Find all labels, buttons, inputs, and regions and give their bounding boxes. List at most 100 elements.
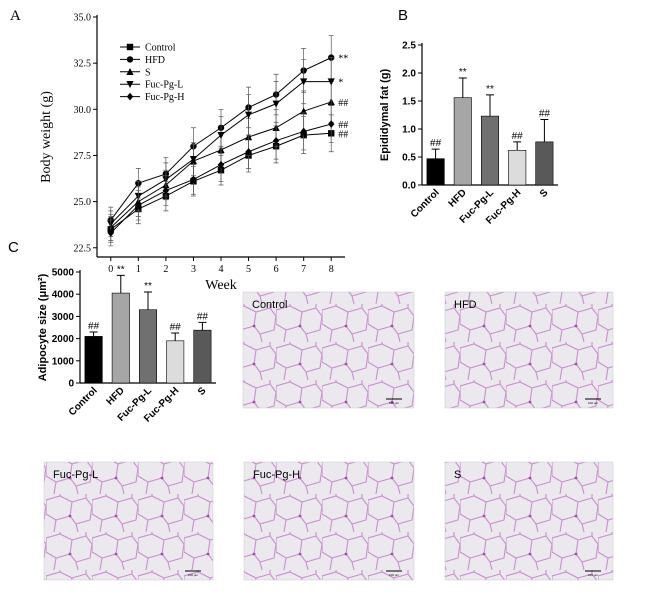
error-bar	[540, 118, 549, 142]
panel-letter: B	[398, 7, 408, 24]
bar	[480, 115, 500, 186]
bar	[508, 149, 527, 186]
y-tick-label: 1000	[52, 356, 75, 367]
marker	[300, 78, 308, 86]
x-tick-label: 4	[219, 264, 224, 275]
annotation: ##	[338, 129, 348, 140]
bar	[426, 158, 445, 186]
image-label: Fuc-Pg-H	[253, 469, 300, 481]
error-bar	[144, 291, 152, 310]
panel-letter: A	[10, 8, 21, 24]
x-tick-label: HFD	[105, 385, 127, 407]
bar	[193, 329, 212, 384]
error-bar	[458, 77, 467, 98]
annotation: **	[338, 54, 348, 65]
error-bar	[198, 321, 207, 331]
bar	[84, 336, 103, 384]
legend-label: S	[145, 67, 151, 78]
legend-marker	[126, 92, 134, 101]
y-tick-label: 30.0	[74, 105, 92, 116]
image-label: S	[454, 469, 461, 481]
error-bar	[431, 148, 440, 159]
legend-marker	[126, 68, 134, 75]
legend-marker	[126, 56, 134, 63]
x-tick-label: Control	[409, 187, 442, 220]
annotation: ##	[338, 98, 348, 109]
error-bar	[486, 94, 494, 117]
legend-label: HFD	[145, 55, 165, 66]
annotation: ##	[197, 311, 209, 322]
y-tick-label: 2.0	[402, 69, 416, 80]
annotation: ##	[170, 322, 182, 333]
error-bar	[89, 331, 98, 337]
annotation: ##	[88, 321, 100, 332]
y-tick-label: 3000	[52, 312, 75, 323]
marker	[244, 111, 253, 119]
y-axis-label: Adipocyte size (μm²)	[37, 273, 49, 381]
annotation: ##	[338, 120, 348, 131]
x-axis-label: Week	[205, 278, 237, 293]
legend-marker	[126, 43, 134, 51]
x-tick-label: 7	[301, 264, 306, 275]
marker	[107, 229, 114, 237]
scale-bar-label: 100 μm	[389, 401, 400, 405]
bar	[111, 292, 130, 384]
y-tick-label: 0.5	[402, 153, 416, 164]
y-tick-label: 35.0	[74, 13, 92, 24]
bar	[535, 141, 554, 186]
bar	[453, 97, 472, 186]
error-bar	[513, 141, 522, 151]
bar	[138, 309, 158, 384]
y-axis-label: Body weight (g)	[39, 91, 54, 183]
histology-image	[444, 461, 614, 581]
x-tick-label: 0	[108, 264, 113, 275]
y-tick-label: 32.5	[74, 59, 92, 70]
legend-label: Fuc-Pg-H	[145, 92, 184, 103]
annotation: **	[486, 84, 494, 95]
error-bar	[171, 332, 180, 341]
marker	[245, 147, 252, 156]
annotation: **	[144, 281, 152, 292]
marker	[272, 100, 280, 108]
image-label: Control	[252, 299, 287, 311]
error-bar	[116, 274, 125, 294]
marker	[300, 107, 308, 115]
marker	[190, 175, 197, 184]
legend-label: Control	[145, 43, 176, 54]
x-tick-label: 6	[274, 264, 279, 275]
y-tick-label: 25.0	[74, 197, 92, 208]
marker	[217, 160, 225, 169]
histology-image	[242, 291, 415, 409]
annotation: ##	[512, 131, 524, 142]
marker	[328, 120, 335, 128]
x-tick-label: S	[538, 187, 551, 200]
legend-label: Fuc-Pg-L	[145, 80, 183, 91]
y-tick-label: 0.0	[402, 181, 416, 192]
y-tick-label: 1.5	[402, 97, 416, 108]
y-tick-label: 2.5	[402, 41, 416, 52]
panel-letter: C	[8, 239, 19, 256]
scale-bar-label: 100 μm	[188, 573, 199, 577]
y-axis-label: Epididymal fat (g)	[379, 69, 391, 162]
histology-image	[444, 291, 614, 409]
x-tick-label: 2	[163, 264, 168, 275]
image-label: HFD	[454, 299, 477, 311]
marker	[272, 136, 280, 145]
scale-bar-label: 100 μm	[588, 401, 599, 405]
marker	[189, 155, 198, 163]
marker	[300, 127, 307, 136]
annotation: **	[459, 67, 467, 78]
annotation: ##	[539, 108, 551, 119]
scale-bar-label: 100 μm	[389, 573, 400, 577]
legend-marker	[126, 81, 134, 88]
bar	[166, 340, 185, 384]
y-tick-label: 5000	[52, 268, 75, 279]
annotation: *	[338, 78, 343, 89]
y-tick-label: 27.5	[74, 151, 92, 162]
scale-bar-label: 100 μm	[588, 573, 599, 577]
x-tick-label: 5	[246, 264, 251, 275]
histology-image	[243, 461, 415, 581]
y-tick-label: 0	[68, 379, 74, 390]
x-tick-label: 3	[191, 264, 196, 275]
